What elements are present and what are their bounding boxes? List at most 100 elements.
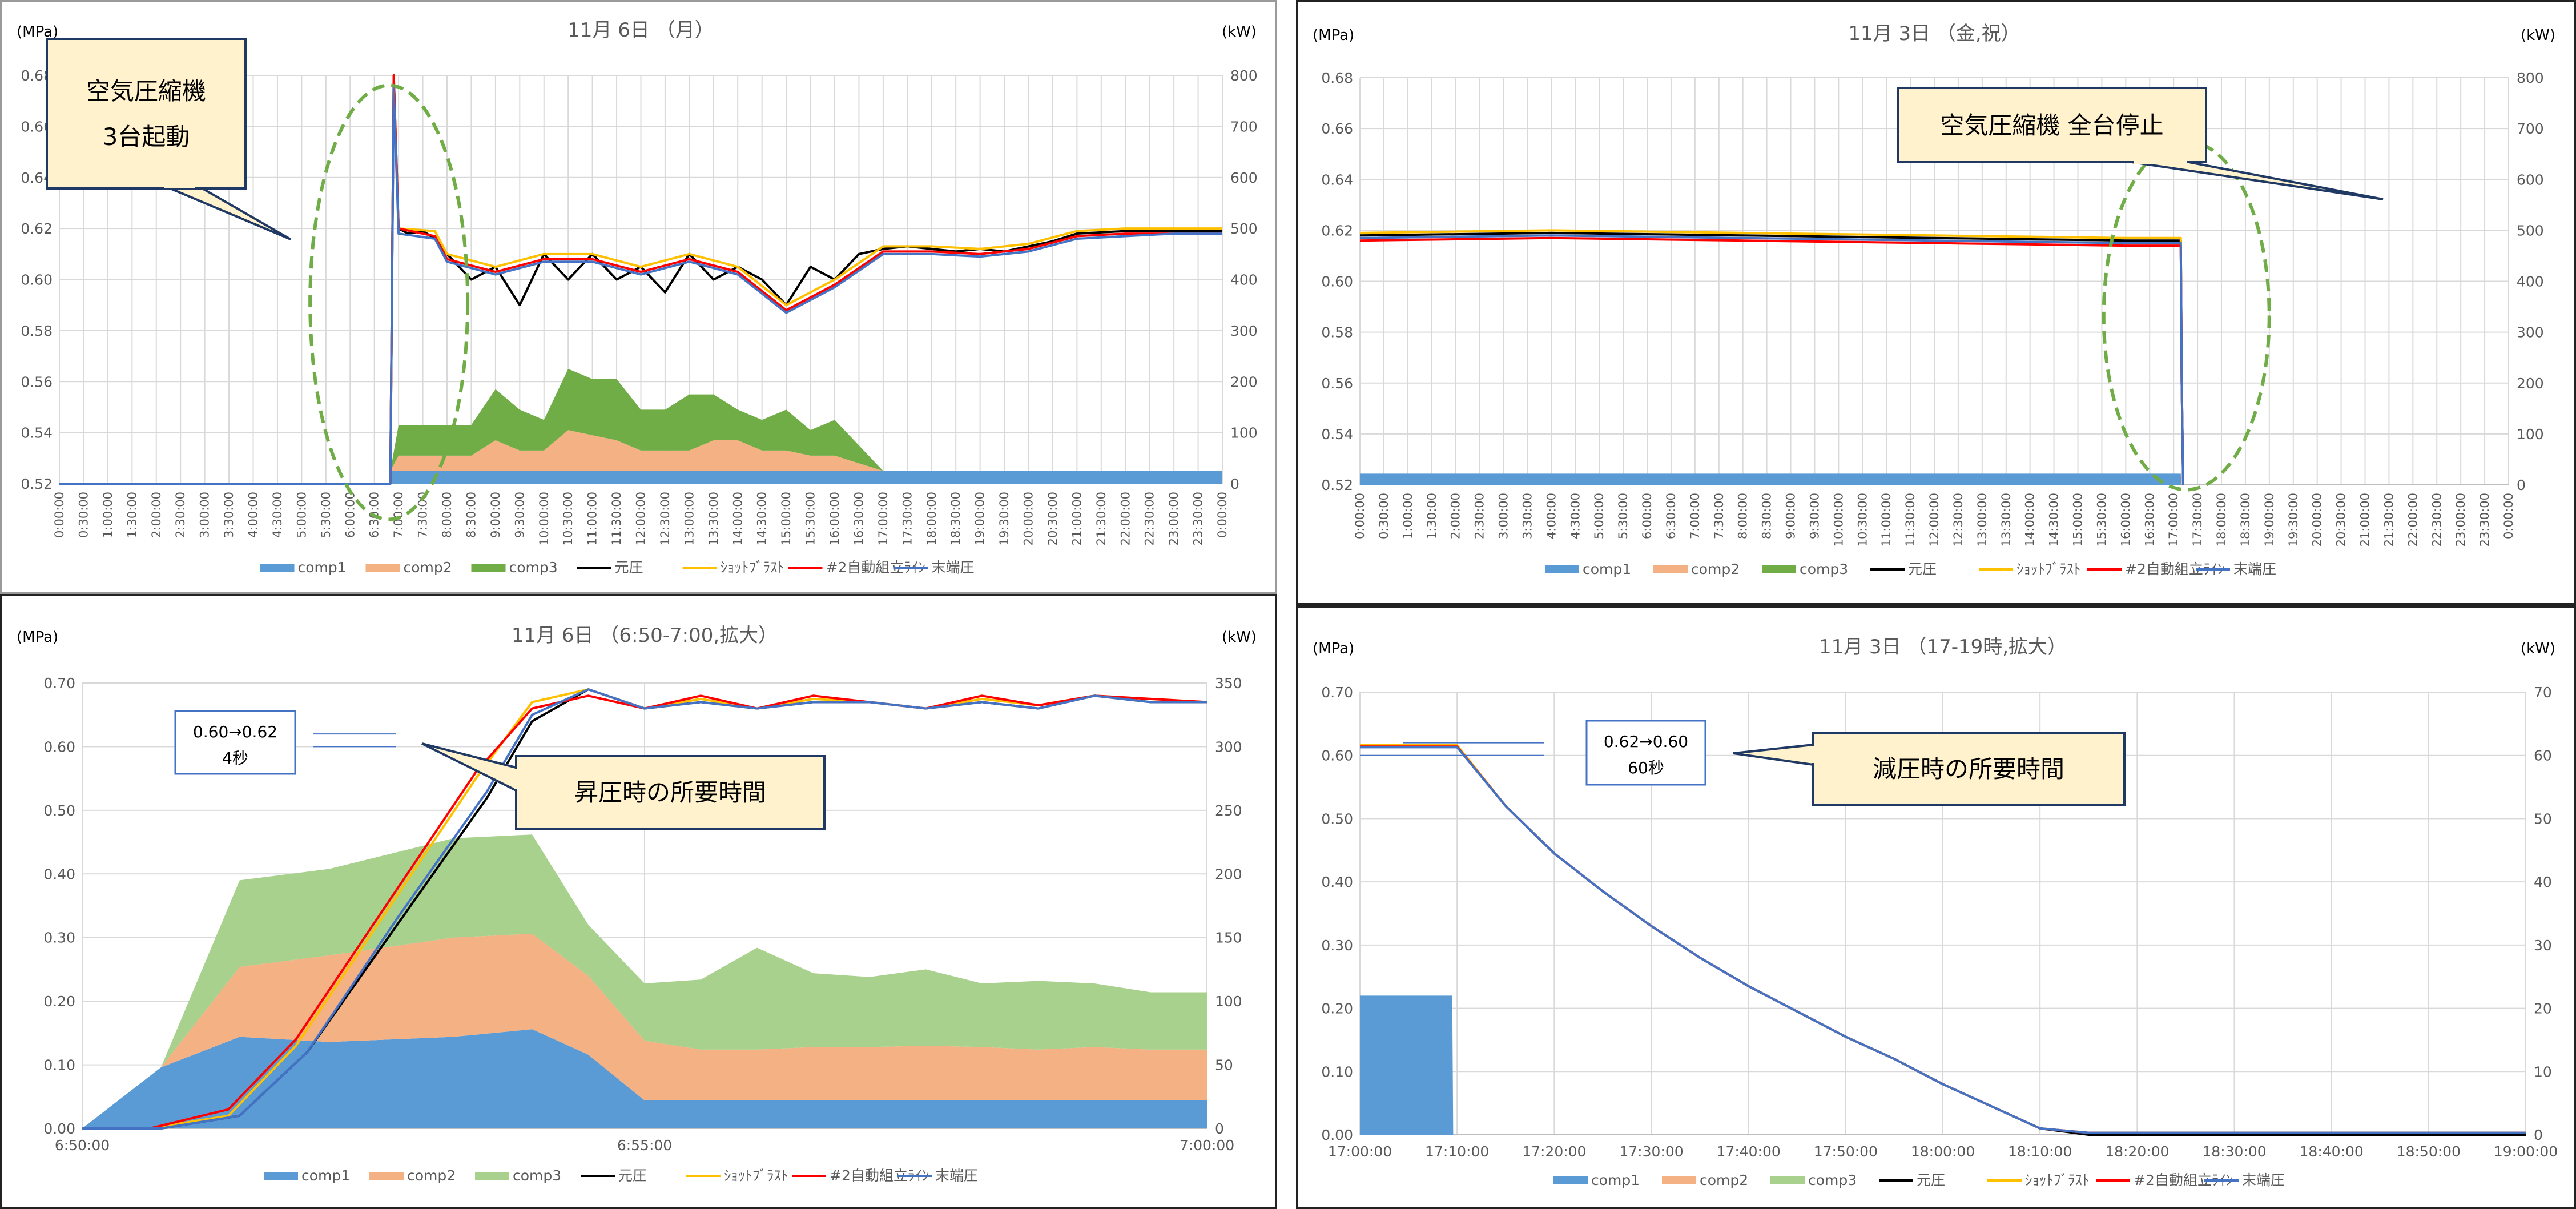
x-tick-label: 6:55:00 [617, 1137, 672, 1154]
legend-label: 末端圧 [935, 1167, 978, 1184]
legend-label: comp2 [1700, 1172, 1748, 1188]
x-tick-label: 22:30:00 [2430, 493, 2444, 547]
legend-label: 末端圧 [2242, 1172, 2285, 1188]
x-tick-label: 19:30:00 [2287, 493, 2300, 547]
x-tick-label: 17:20:00 [1522, 1143, 1586, 1160]
chart-title: 11月 6日 （6:50-7:00,拡大） [512, 624, 778, 647]
line-series-末端圧 [1359, 234, 2184, 485]
legend-label: comp3 [1808, 1172, 1857, 1188]
line-series-ｼｮｯﾄﾌﾞﾗｽﾄ [1359, 229, 2184, 485]
chart-title: 11月 6日 （月） [567, 19, 714, 42]
x-tick-label: 12:00:00 [1927, 493, 1941, 547]
x-tick-label: 10:00:00 [1832, 493, 1845, 547]
legend-swatch-comp1 [1553, 1176, 1588, 1184]
y-tick-label-left: 0.64 [1321, 171, 1353, 188]
x-tick-label: 11:30:00 [1903, 493, 1917, 547]
line-series-#2自動組立ﾗｲﾝ [82, 694, 1208, 1130]
callout-box [46, 38, 247, 190]
x-tick-label: 11:30:00 [610, 492, 623, 545]
legend-swatch-comp3 [475, 1172, 509, 1180]
line-series-末端圧 [59, 87, 1222, 485]
x-tick-label: 1:00:00 [101, 492, 115, 538]
x-tick-label: 0:30:00 [1377, 493, 1391, 539]
x-tick-label: 14:00:00 [2023, 493, 2037, 547]
y-tick-label-left: 0.58 [1321, 324, 1353, 341]
line-series-末端圧 [82, 688, 1207, 1130]
y-tick-label-right: 700 [1230, 118, 1258, 135]
x-tick-label: 0:00:00 [53, 492, 66, 538]
x-tick-label: 13:30:00 [1999, 493, 2013, 547]
y-tick-label-left: 0.10 [43, 1057, 75, 1074]
legend-swatch-comp1 [264, 1172, 298, 1180]
legend-label: comp3 [513, 1167, 561, 1184]
x-tick-label: 8:30:00 [464, 492, 478, 538]
x-tick-label: 13:30:00 [707, 492, 721, 545]
y-tick-label-left: 0.52 [21, 476, 53, 492]
x-tick-label: 2:30:00 [1473, 493, 1487, 539]
y-tick-label-right: 100 [1215, 993, 1242, 1010]
y-tick-label-left: 0.60 [21, 272, 53, 288]
legend-label: comp3 [509, 559, 558, 576]
y-axis-label-right: (kW) [2521, 27, 2555, 44]
x-tick-label: 18:30:00 [2202, 1143, 2266, 1160]
y-tick-label-right: 300 [1230, 323, 1258, 339]
chart-svg: 11月 3日 （金,祝） (MPa) (kW) 0.68 0.66 0.64 0.62 0.6… [1313, 22, 2555, 577]
x-tick-label: 20:00:00 [1022, 492, 1036, 545]
note-rise: 0.60→0.62 4秒 [174, 710, 296, 775]
callout-pointer [2131, 161, 2384, 200]
callout-box [1897, 87, 2207, 163]
x-tick-label: 7:30:00 [1712, 493, 1726, 539]
x-tick-label: 16:30:00 [2143, 493, 2156, 547]
line-series-ｼｮｯﾄﾌﾞﾗｽﾄ [59, 74, 1222, 485]
y-tick-label-left: 0.30 [1321, 937, 1353, 954]
x-tick-label: 11:00:00 [586, 492, 599, 545]
y-axis-label-right: (kW) [2521, 640, 2555, 657]
y-tick-label-left: 0.54 [1321, 426, 1353, 443]
y-tick-label-right: 60 [2534, 748, 2552, 764]
x-tick-label: 4:00:00 [247, 492, 260, 538]
x-tick-label: 17:30:00 [900, 492, 914, 545]
legend-label: ｼｮｯﾄﾌﾞﾗｽﾄ [724, 1167, 788, 1184]
callout-joint [164, 184, 195, 188]
x-tick-label: 21:00:00 [2358, 493, 2372, 547]
x-tick-label: 6:00:00 [1640, 493, 1654, 539]
legend-swatch-comp3 [1770, 1176, 1805, 1184]
y-tick-label-left: 0.50 [1321, 810, 1353, 827]
y-tick-label-right: 30 [2534, 937, 2552, 954]
y-tick-label-right: 50 [2534, 810, 2552, 827]
x-tick-label: 22:00:00 [1118, 492, 1132, 545]
y-tick-label-right: 600 [2517, 171, 2544, 188]
x-tick-label: 21:30:00 [1094, 492, 1108, 545]
note-fall: 0.62→0.60 60秒 [1585, 720, 1706, 786]
legend-label: 末端圧 [932, 559, 975, 576]
x-tick-label: 13:00:00 [1975, 493, 1989, 547]
chart-title: 11月 3日 （17-19時,拡大） [1819, 636, 2067, 658]
x-tick-label: 0:30:00 [77, 492, 90, 538]
y-axis-label-left: (MPa) [1313, 27, 1354, 44]
x-tick-label: 7:00:00 [392, 492, 405, 538]
highlight-ellipse [308, 83, 470, 521]
y-tick-label-right: 0 [2534, 1127, 2543, 1143]
x-tick-label: 9:00:00 [1784, 493, 1798, 539]
x-tick-label: 8:30:00 [1760, 493, 1774, 539]
legend-label: 末端圧 [2233, 561, 2276, 577]
legend-label: comp2 [404, 559, 452, 576]
callout-text: 空気圧縮機 全台停止 [1940, 111, 2163, 139]
x-tick-label: 6:30:00 [1664, 493, 1678, 539]
legend-swatch-comp1 [260, 564, 295, 572]
y-tick-label-right: 400 [1230, 272, 1258, 288]
legend-label: 元圧 [1917, 1172, 1945, 1188]
x-tick-label: 13:00:00 [682, 492, 696, 545]
chart-panel-nov3-full: 11月 3日 （金,祝） (MPa) (kW) 0.68 0.66 0.64 0.62 0.6… [1296, 0, 2576, 605]
x-tick-label: 3:00:00 [198, 492, 212, 538]
y-tick-label-right: 500 [1230, 220, 1258, 237]
x-tick-label: 0:00:00 [1215, 492, 1229, 538]
x-tick-label: 18:00:00 [925, 492, 939, 545]
y-tick-label-right: 70 [2534, 684, 2552, 701]
y-tick-label-right: 200 [1230, 373, 1258, 390]
area-series-comp3 [82, 834, 1207, 1128]
legend-swatch-comp3 [471, 564, 506, 572]
callout-rise: 昇圧時の所要時間 [421, 742, 826, 830]
x-tick-label: 14:30:00 [2047, 493, 2061, 547]
callout-joint [2134, 160, 2187, 164]
